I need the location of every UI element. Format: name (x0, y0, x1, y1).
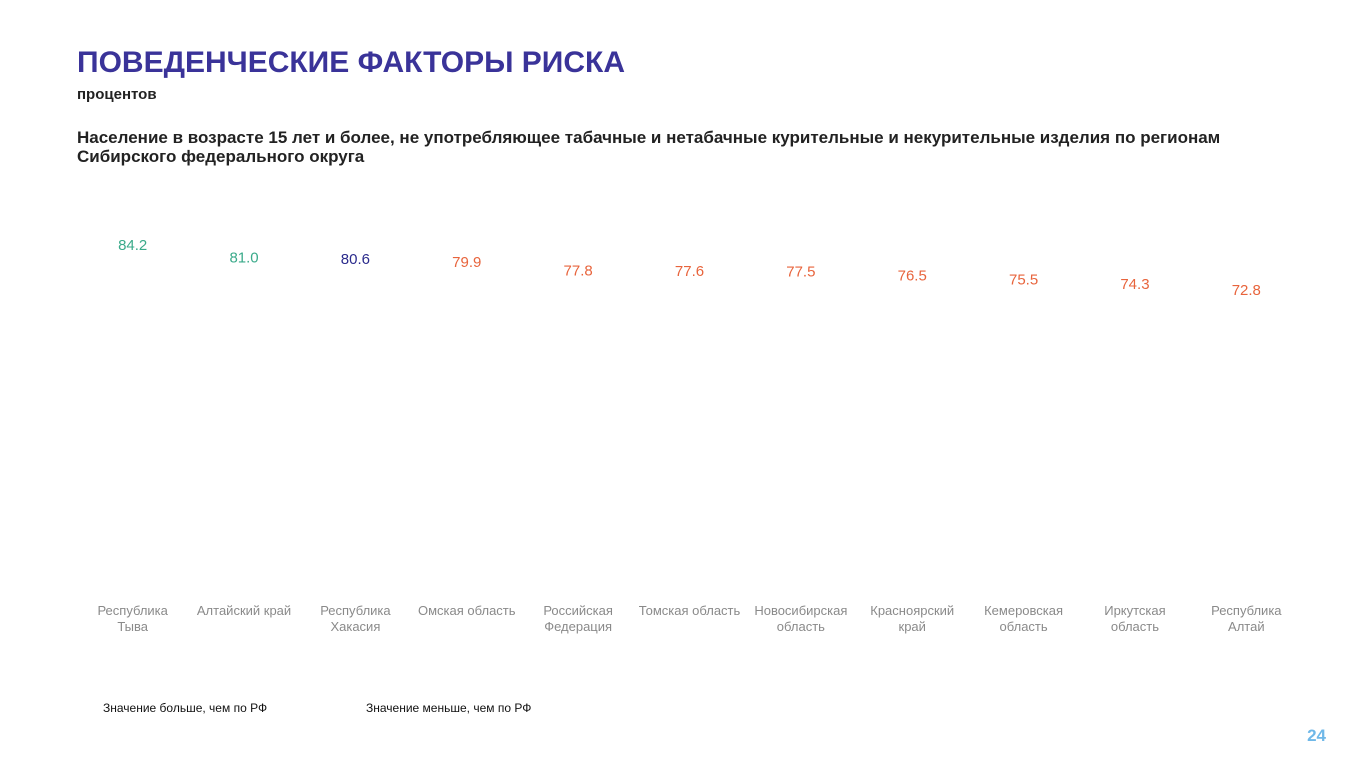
value-label: 77.8 (564, 262, 593, 279)
value-label: 77.6 (675, 263, 704, 280)
category-label: Иркутская (1104, 603, 1165, 618)
chart-subtitle: Население в возрасте 15 лет и более, не … (77, 128, 1221, 166)
legend-below: Значение меньше, чем по РФ (366, 701, 532, 715)
page-number: 24 (1307, 726, 1326, 745)
category-label: Кемеровская (984, 603, 1063, 618)
category-label: Федерация (544, 619, 612, 634)
category-label: Томская область (639, 603, 741, 618)
category-label: Республика (320, 603, 391, 618)
legend-above: Значение больше, чем по РФ (103, 701, 268, 715)
category-label: Республика (1211, 603, 1282, 618)
category-label: Хакасия (330, 619, 380, 634)
category-label: Алтай (1228, 619, 1265, 634)
value-label: 75.5 (1009, 271, 1038, 288)
category-label: Омская область (418, 603, 516, 618)
units-label: процентов (77, 86, 157, 103)
category-label: край (899, 619, 926, 634)
category-label: область (1111, 619, 1159, 634)
category-label: Республика (97, 603, 168, 618)
page-title: ПОВЕДЕНЧЕСКИЕ ФАКТОРЫ РИСКА (77, 46, 626, 79)
value-label: 74.3 (1120, 276, 1149, 293)
category-label: область (777, 619, 825, 634)
category-label: Алтайский край (197, 603, 291, 618)
category-label: область (1000, 619, 1048, 634)
value-label: 84.2 (118, 237, 147, 254)
category-label: Красноярский (870, 603, 954, 618)
value-label: 76.5 (898, 267, 927, 284)
value-label: 81.0 (229, 250, 258, 267)
value-label: 79.9 (452, 254, 481, 271)
category-label: Новосибирская (754, 603, 847, 618)
category-label: Российская (543, 603, 613, 618)
value-label: 77.5 (786, 263, 815, 280)
category-label: Тыва (117, 619, 148, 634)
value-label: 80.6 (341, 251, 370, 268)
value-label: 72.8 (1232, 282, 1261, 299)
